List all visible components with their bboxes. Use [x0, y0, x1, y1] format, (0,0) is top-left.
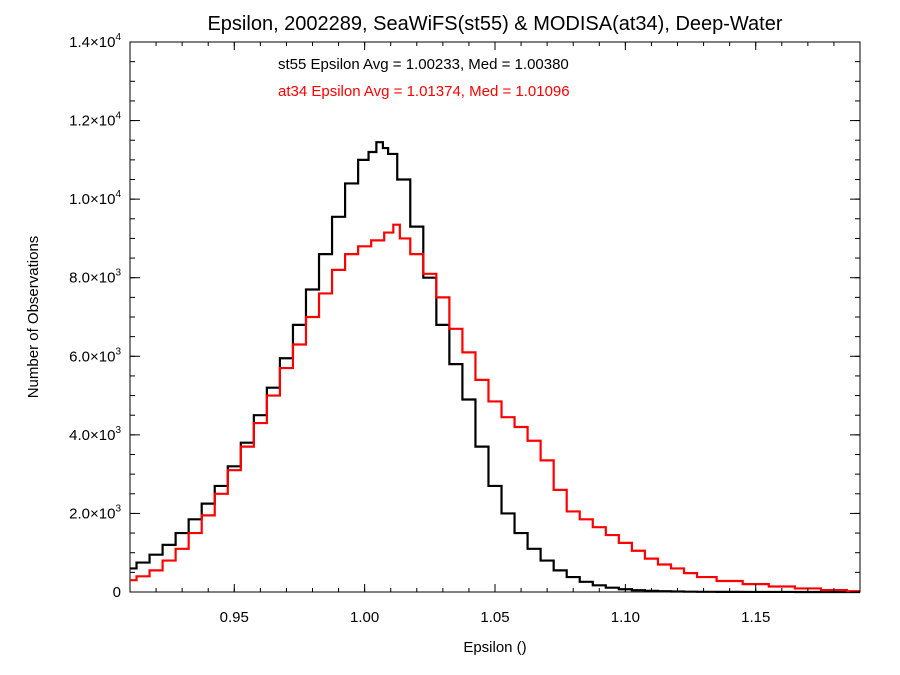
series-line-at34 [130, 223, 860, 593]
x-tick-label: 1.00 [350, 609, 379, 626]
y-tick-label: 8.0×103 [69, 268, 121, 287]
y-tick-label: 1.2×104 [69, 111, 121, 130]
plot-frame [129, 41, 861, 593]
y-tick-label: 1.4×104 [69, 32, 121, 51]
y-tick-label: 6.0×103 [69, 346, 121, 365]
plot-area: 0.95 1.00 1.05 1.10 1.15 0 2.0×103 4.0×103 6.0×1… [69, 32, 861, 626]
x-tick-label: 1.15 [741, 609, 770, 626]
x-tick-label: 1.10 [611, 609, 640, 626]
tick-layer: 0.95 1.00 1.05 1.10 1.15 0 2.0×103 4.0×103 6.0×1… [69, 32, 861, 626]
series-layer [130, 141, 860, 594]
x-tick-label: 0.95 [220, 609, 249, 626]
x-axis-label: Epsilon () [463, 639, 526, 656]
y-axis-label: Number of Observations [25, 236, 42, 399]
x-tick-label: 1.05 [480, 609, 509, 626]
y-tick-label: 1.0×104 [69, 189, 121, 208]
annotation-st55: st55 Epsilon Avg = 1.00233, Med = 1.0038… [278, 56, 569, 73]
y-tick-label: 2.0×103 [69, 503, 121, 522]
chart-title: Epsilon, 2002289, SeaWiFS(st55) & MODISA… [207, 13, 782, 35]
y-tick-label: 4.0×103 [69, 425, 121, 444]
y-tick-label: 0 [113, 584, 121, 601]
annotation-at34: at34 Epsilon Avg = 1.01374, Med = 1.0109… [278, 83, 570, 100]
series-line-st55 [130, 141, 860, 594]
